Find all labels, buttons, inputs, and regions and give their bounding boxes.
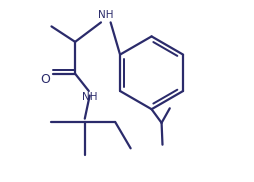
Text: NH: NH xyxy=(98,11,114,20)
Text: NH: NH xyxy=(82,92,98,102)
Text: O: O xyxy=(40,73,50,86)
